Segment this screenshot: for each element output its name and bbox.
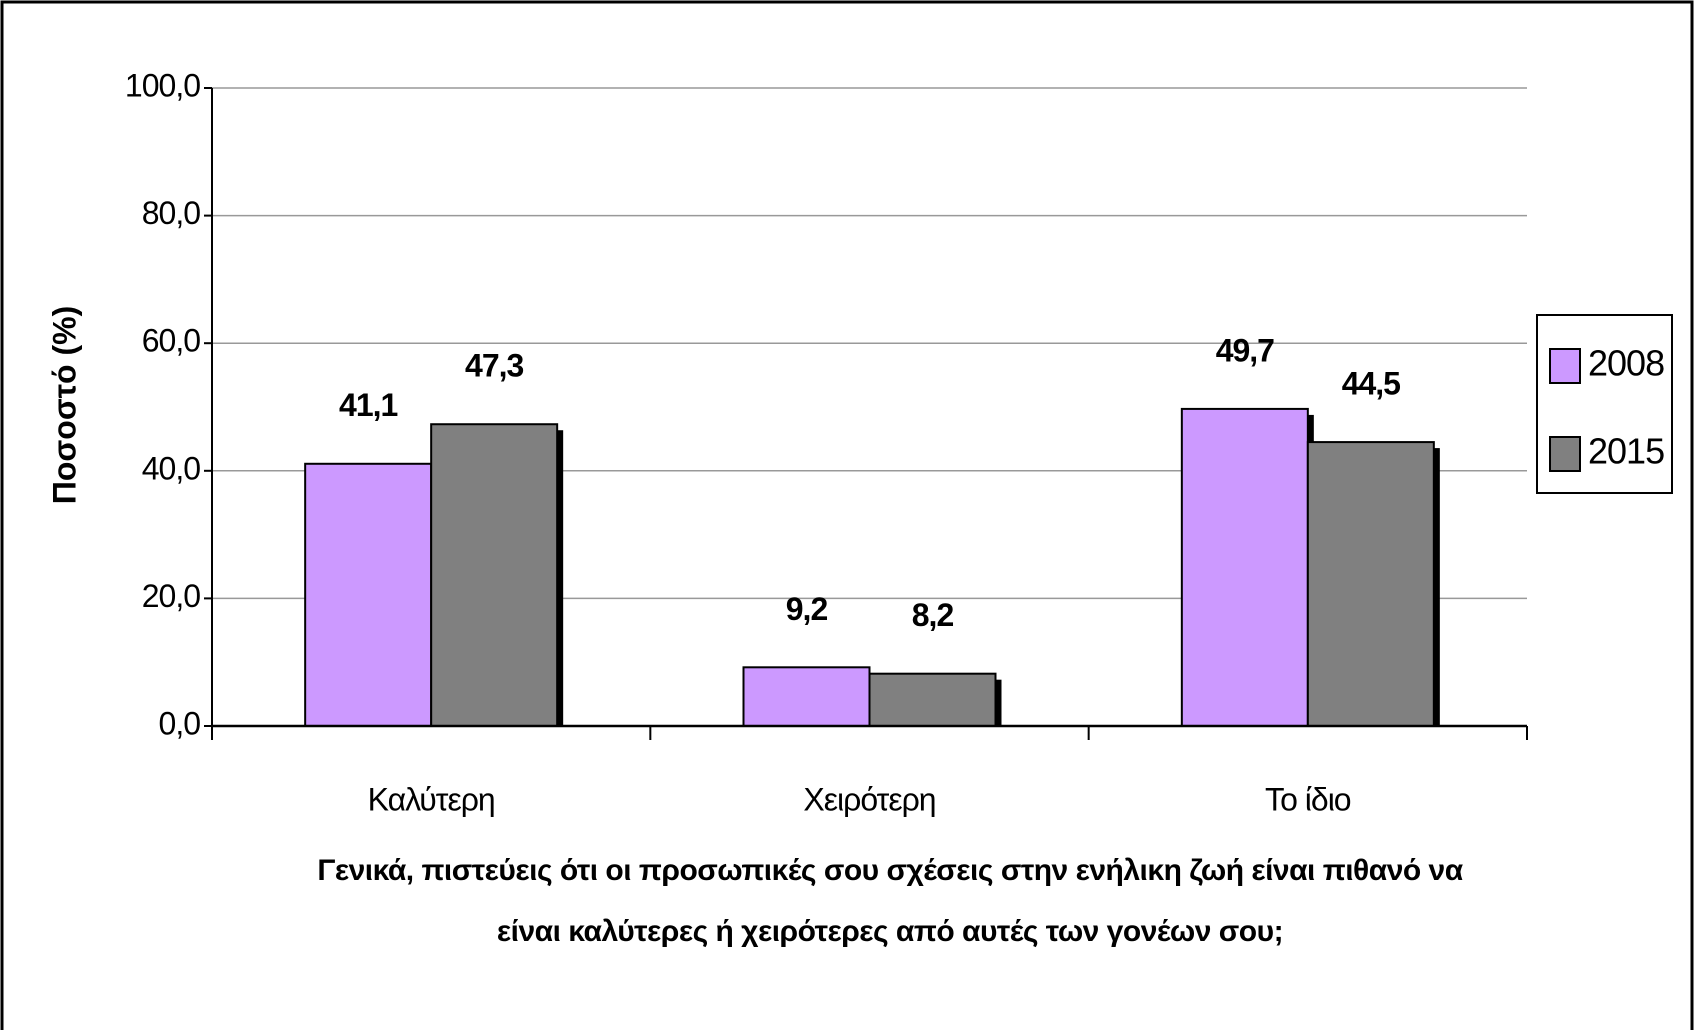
value-label: 44,5: [1342, 366, 1400, 402]
y-tick-label: 0,0: [159, 705, 201, 741]
legend-swatch: [1549, 436, 1581, 472]
bar: [868, 672, 997, 728]
legend-label: 2015: [1588, 431, 1664, 472]
y-axis-label: Ποσοστό (%): [46, 306, 82, 504]
x-axis-label: Γενικά, πιστεύεις ότι οι προσωπικές σου …: [317, 854, 1463, 948]
value-label: 47,3: [465, 348, 523, 384]
y-tick-label: 100,0: [125, 67, 200, 103]
value-label: 41,1: [339, 387, 397, 423]
legend-swatch: [1549, 348, 1581, 384]
x-tick-label: Χειρότερη: [803, 781, 935, 817]
y-tick-label: 20,0: [142, 578, 200, 614]
bar: [742, 666, 871, 728]
bar: [430, 423, 559, 727]
legend-label: 2008: [1588, 343, 1664, 384]
x-tick-label: Το ίδιο: [1265, 781, 1351, 817]
value-label: 8,2: [912, 597, 954, 633]
y-tick-label: 40,0: [142, 450, 200, 486]
bar: [1306, 441, 1435, 727]
value-label: 49,7: [1216, 332, 1274, 368]
bar: [304, 462, 433, 727]
value-label: 9,2: [786, 591, 828, 627]
x-tick-label: Καλύτερη: [368, 781, 495, 817]
bar: [1180, 407, 1309, 727]
y-tick-label: 60,0: [142, 323, 200, 359]
y-tick-label: 80,0: [142, 195, 200, 231]
